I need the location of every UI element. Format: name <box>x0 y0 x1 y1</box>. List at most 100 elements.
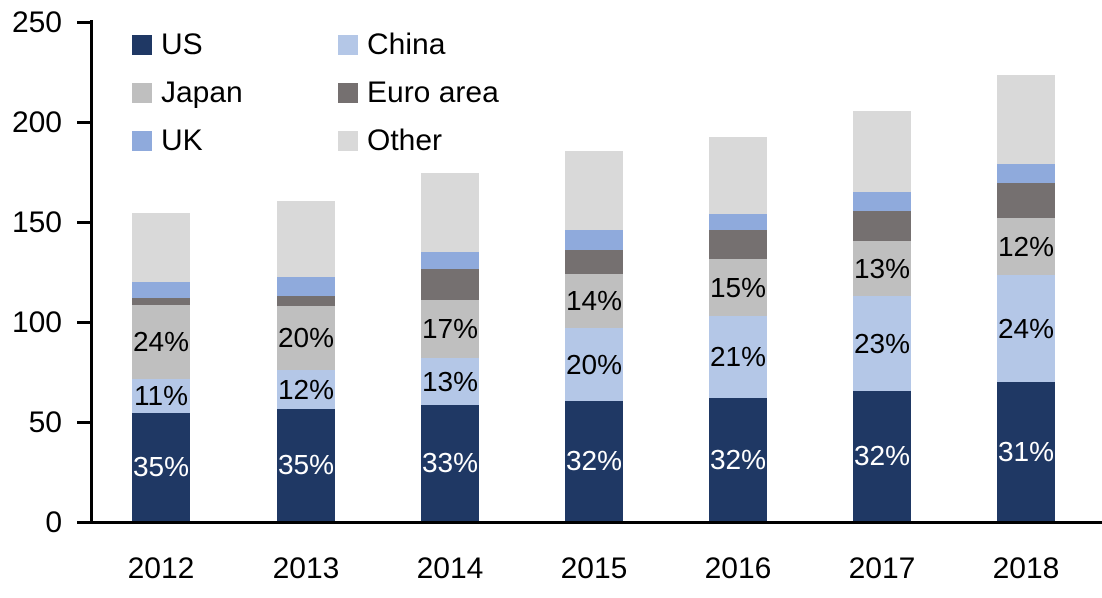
segment-other-2013 <box>277 201 335 277</box>
segment-other-2012 <box>132 213 190 282</box>
legend-item-us: US <box>132 30 203 60</box>
segment-label: 20% <box>565 348 623 380</box>
y-tick-mark <box>77 21 93 24</box>
segment-china-2013: 12% <box>277 370 335 409</box>
segment-china-2012: 11% <box>132 379 190 413</box>
segment-euro-area-2018 <box>997 183 1055 218</box>
y-tick-mark <box>77 321 93 324</box>
segment-label: 12% <box>277 373 335 405</box>
x-tick-label-2014: 2014 <box>416 552 484 585</box>
segment-euro-area-2016 <box>709 230 767 259</box>
legend-swatch <box>338 131 358 151</box>
segment-label: 24% <box>997 312 1055 344</box>
segment-euro-area-2015 <box>565 250 623 274</box>
segment-us-2015: 32% <box>565 401 623 521</box>
x-tick-label-2013: 2013 <box>272 552 340 585</box>
segment-japan-2012: 24% <box>132 305 190 379</box>
bar-2018: 31% 24% 12% <box>997 75 1055 521</box>
segment-other-2015 <box>565 151 623 230</box>
legend-swatch <box>132 131 152 151</box>
segment-china-2018: 24% <box>997 275 1055 382</box>
x-tick-label-2016: 2016 <box>704 552 772 585</box>
legend-label: US <box>161 28 203 61</box>
legend-swatch <box>132 35 152 55</box>
bar-2016: 32% 21% 15% <box>709 137 767 521</box>
segment-label: 32% <box>853 440 911 471</box>
segment-other-2016 <box>709 137 767 214</box>
segment-japan-2016: 15% <box>709 259 767 316</box>
segment-china-2016: 21% <box>709 316 767 398</box>
segment-uk-2016 <box>709 214 767 230</box>
segment-label: 17% <box>421 313 479 344</box>
segment-china-2017: 23% <box>853 296 911 391</box>
segment-euro-area-2017 <box>853 211 911 241</box>
segment-japan-2014: 17% <box>421 300 479 358</box>
segment-label: 33% <box>421 447 479 478</box>
x-tick-label-2012: 2012 <box>127 552 195 585</box>
segment-label: 11% <box>134 380 188 411</box>
segment-label: 13% <box>421 365 479 397</box>
y-tick-label: 100 <box>11 306 62 339</box>
segment-uk-2018 <box>997 164 1055 183</box>
y-tick-label: 250 <box>11 6 62 39</box>
segment-other-2017 <box>853 111 911 192</box>
y-tick-label: 50 <box>28 406 62 439</box>
y-tick-mark <box>77 421 93 424</box>
legend-label: Japan <box>161 76 243 109</box>
y-tick-mark <box>77 521 93 524</box>
segment-label: 14% <box>565 285 623 316</box>
segment-label: 21% <box>709 341 767 372</box>
segment-label: 32% <box>709 443 767 475</box>
segment-label: 12% <box>997 230 1055 262</box>
bar-2012: 35% 11% 24% <box>132 213 190 521</box>
legend-label: UK <box>161 124 203 157</box>
segment-uk-2012 <box>132 282 190 298</box>
segment-label: 20% <box>277 322 335 353</box>
segment-us-2013: 35% <box>277 409 335 521</box>
legend-label: China <box>367 28 446 61</box>
segment-china-2015: 20% <box>565 328 623 401</box>
legend-item-japan: Japan <box>132 78 243 108</box>
segment-japan-2017: 13% <box>853 241 911 296</box>
legend-swatch <box>338 35 358 55</box>
y-tick-label: 0 <box>45 506 62 539</box>
x-tick-label-2017: 2017 <box>848 552 916 585</box>
legend-item-other: Other <box>338 126 442 156</box>
legend-item-china: China <box>338 30 445 60</box>
segment-us-2018: 31% <box>997 382 1055 521</box>
segment-other-2018 <box>997 75 1055 164</box>
legend-swatch <box>132 83 152 103</box>
bar-2014: 33% 13% 17% <box>421 173 479 521</box>
segment-japan-2015: 14% <box>565 274 623 328</box>
segment-uk-2017 <box>853 192 911 211</box>
segment-euro-area-2012 <box>132 298 190 305</box>
segment-us-2012: 35% <box>132 413 190 521</box>
y-tick-mark <box>77 121 93 124</box>
legend-item-euro-area: Euro area <box>338 78 499 108</box>
segment-label: 35% <box>277 449 335 480</box>
segment-us-2016: 32% <box>709 398 767 521</box>
segment-other-2014 <box>421 173 479 252</box>
bar-2013: 35% 12% 20% <box>277 201 335 521</box>
segment-label: 35% <box>132 451 190 482</box>
x-axis-line <box>77 521 1102 524</box>
legend-item-uk: UK <box>132 126 203 156</box>
segment-uk-2014 <box>421 252 479 269</box>
legend-label: Euro area <box>367 76 499 109</box>
bar-2017: 32% 23% 13% <box>853 111 911 521</box>
segment-label: 15% <box>709 271 767 303</box>
y-tick-label: 200 <box>11 106 62 139</box>
bar-2015: 32% 20% 14% <box>565 151 623 521</box>
segment-uk-2013 <box>277 277 335 296</box>
segment-euro-area-2014 <box>421 269 479 300</box>
segment-us-2014: 33% <box>421 405 479 521</box>
segment-label: 13% <box>853 252 911 284</box>
segment-label: 32% <box>565 445 623 476</box>
segment-japan-2013: 20% <box>277 306 335 370</box>
y-axis-line <box>90 20 93 524</box>
segment-label: 23% <box>853 327 911 359</box>
segment-euro-area-2013 <box>277 296 335 306</box>
segment-label: 24% <box>132 326 190 357</box>
x-tick-label-2015: 2015 <box>560 552 628 585</box>
